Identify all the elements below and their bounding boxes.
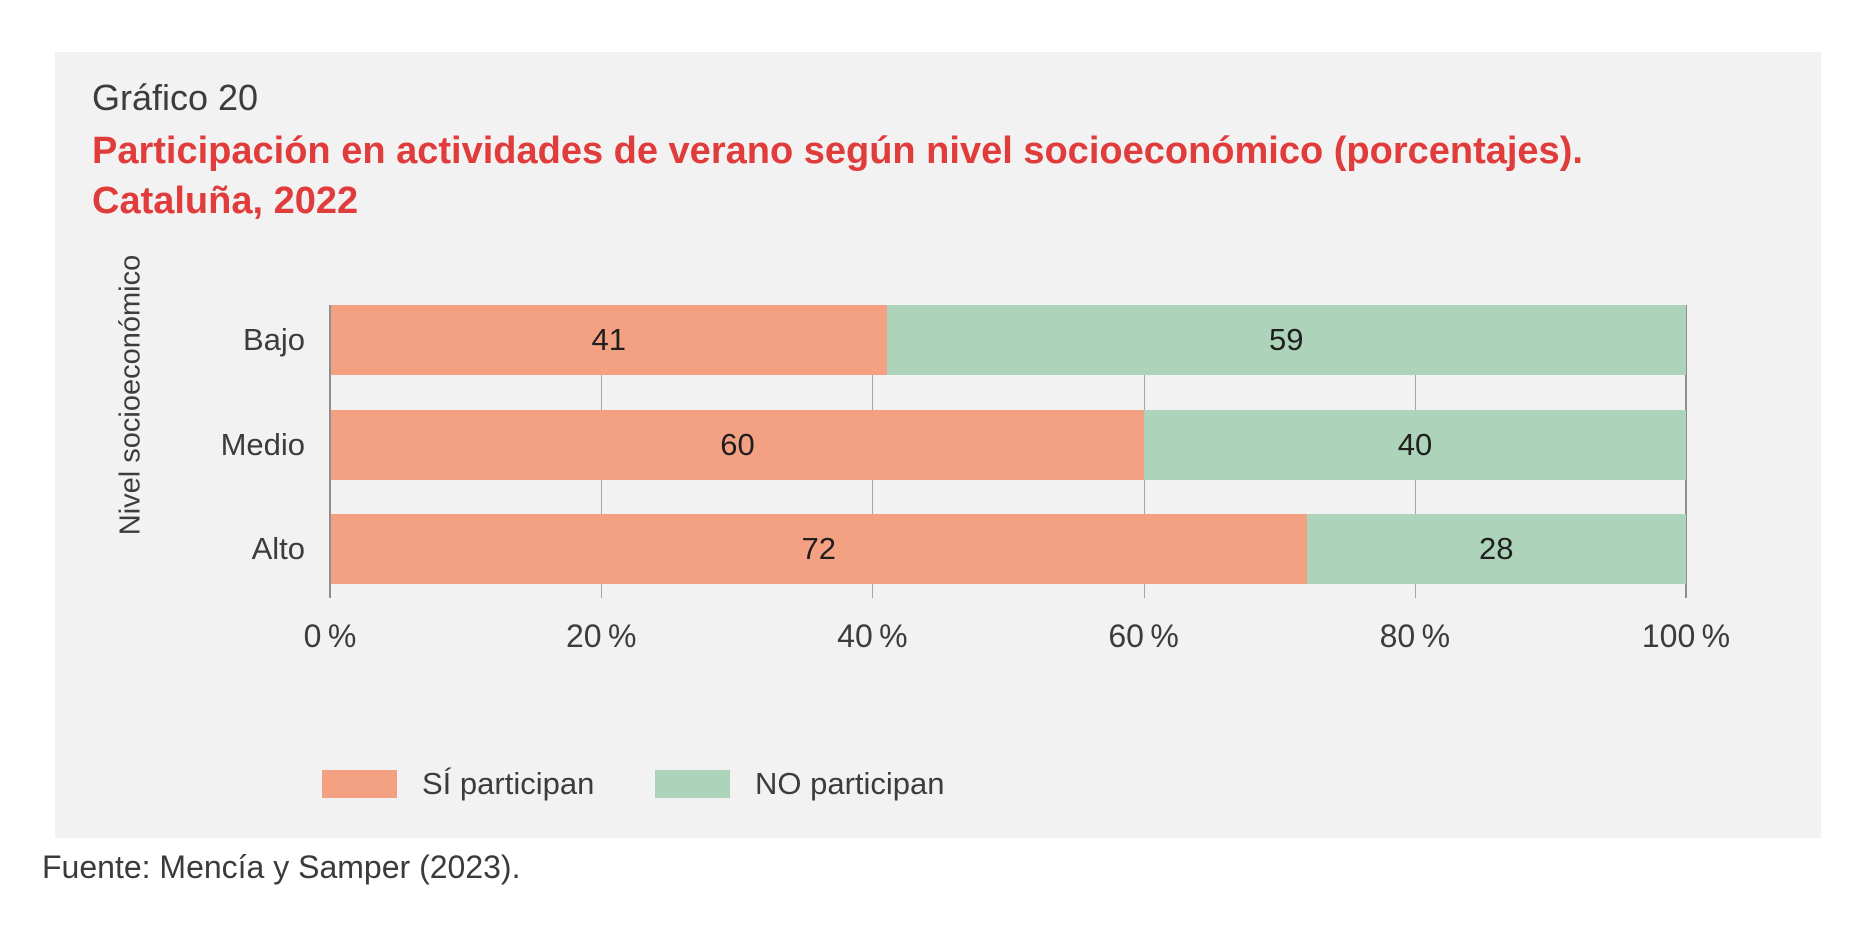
bar-segment: 41 <box>331 305 887 375</box>
legend-swatch <box>655 770 730 798</box>
chart-panel: Gráfico 20 Participación en actividades … <box>55 52 1821 838</box>
bar-segment: 60 <box>331 410 1144 480</box>
y-axis-title: Nivel socioeconómico <box>114 254 147 536</box>
source-note: Fuente: Mencía y Samper (2023). <box>42 849 521 885</box>
legend-item: SÍ participan <box>322 766 594 802</box>
bar-value-label: 60 <box>720 427 755 462</box>
x-tick-label: 0 % <box>303 618 357 654</box>
bar-value-label: 41 <box>591 322 627 357</box>
bar-row: 72 28 <box>331 514 1686 584</box>
category-label: Medio <box>220 427 305 462</box>
bar-row: 41 59 <box>331 305 1686 375</box>
bar-segment: 72 <box>331 514 1307 584</box>
bar-value-label: 72 <box>801 531 837 566</box>
bar-segment: 40 <box>1144 410 1686 480</box>
plot-area: 41 59 60 40 72 28 <box>331 305 1686 584</box>
legend-label: SÍ participan <box>422 766 595 801</box>
chart-title-line-1: Participación en actividades de verano s… <box>92 130 1583 172</box>
category-label: Bajo <box>242 322 305 357</box>
gridline <box>329 305 331 598</box>
chart-number: Gráfico 20 <box>92 77 259 118</box>
x-tick-label: 100 % <box>1641 618 1731 654</box>
legend-swatch <box>322 770 397 798</box>
chart-title-line-2: Cataluña, 2022 <box>92 180 359 222</box>
legend-item: NO participan <box>655 766 945 802</box>
x-tick-label: 40 % <box>837 618 908 654</box>
bar-value-label: 40 <box>1397 427 1433 462</box>
legend: SÍ participan NO participan <box>55 766 1821 801</box>
legend-label: NO participan <box>755 766 945 801</box>
bar-row: 60 40 <box>331 410 1686 480</box>
x-tick-label: 60 % <box>1108 618 1179 654</box>
gridline <box>1685 305 1687 598</box>
x-tick-label: 20 % <box>565 618 637 654</box>
bar-value-label: 28 <box>1479 531 1514 566</box>
chart-title: Participación en actividades de verano s… <box>92 126 1652 226</box>
x-tick-label: 80 % <box>1379 618 1451 654</box>
bar-value-label: 59 <box>1269 322 1304 357</box>
bar-segment: 28 <box>1306 514 1686 584</box>
bar-segment: 59 <box>886 305 1686 375</box>
category-label: Alto <box>251 531 305 566</box>
x-axis: 0 % 20 % 40 % 60 % 80 % 100 % <box>304 618 1730 662</box>
